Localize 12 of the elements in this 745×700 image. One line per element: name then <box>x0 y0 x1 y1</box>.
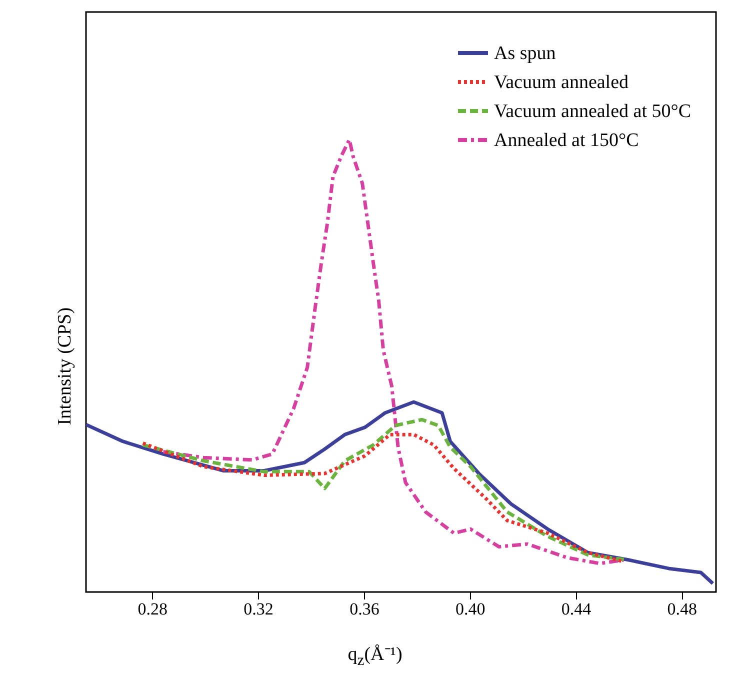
legend-label: As spun <box>494 43 556 64</box>
x-tick-label: 0.48 <box>667 600 697 618</box>
y-axis-title: Intensity (CPS) <box>54 307 76 426</box>
x-tick-label: 0.44 <box>561 600 592 618</box>
legend-label: Vacuum annealed at 50°C <box>494 101 692 122</box>
x-axis-title: q$_{z}$(Å⁻¹) <box>346 643 404 670</box>
legend-label: Annealed at 150°C <box>494 130 639 151</box>
x-tick-label: 0.40 <box>455 600 486 618</box>
x-tick-label: 0.28 <box>138 600 168 618</box>
x-tick-label: 0.32 <box>244 600 274 618</box>
legend-label: Vacuum annealed <box>494 72 630 93</box>
x-tick-label: 0.36 <box>350 600 380 618</box>
